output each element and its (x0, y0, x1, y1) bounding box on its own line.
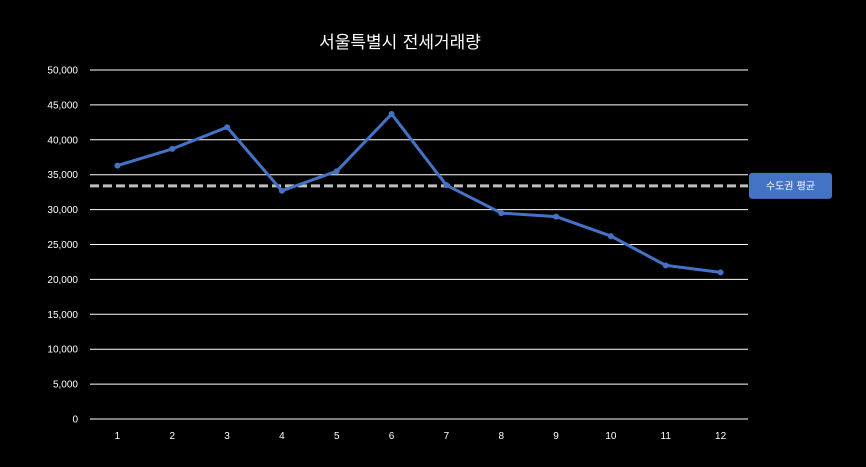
x-tick-label: 1 (115, 431, 121, 442)
data-point (498, 210, 505, 217)
x-tick-label: 5 (334, 431, 340, 442)
data-point (224, 124, 231, 131)
reference-callout-box (749, 172, 832, 199)
data-point (607, 233, 614, 240)
series-line (115, 112, 723, 274)
y-tick-label: 5,000 (53, 380, 78, 391)
x-tick-label: 2 (169, 431, 175, 442)
x-tick-label: 3 (224, 431, 230, 442)
x-tick-label: 7 (444, 431, 450, 442)
y-tick-label: 30,000 (47, 205, 78, 216)
reference-callout: 수도권 평균 (749, 172, 832, 199)
data-point (717, 269, 724, 276)
y-tick-label: 10,000 (47, 345, 78, 356)
gridlines (90, 69, 748, 420)
data-point (278, 187, 285, 194)
x-axis-ticks: 1 2 3 4 5 6 7 8 9 10 11 12 (115, 431, 727, 442)
x-tick-label: 11 (661, 431, 672, 442)
y-tick-label: 45,000 (47, 100, 78, 111)
x-tick-label: 6 (389, 431, 395, 442)
series-group (114, 110, 724, 276)
x-tick-label: 12 (715, 431, 727, 442)
y-axis-ticks: 0 5,000 10,000 15,000 20,000 25,000 30,000 35,0… (47, 66, 78, 426)
y-tick-label: 0 (72, 415, 78, 426)
data-point (388, 110, 395, 117)
reference-callout-label: 수도권 평균 (766, 180, 815, 192)
y-tick-label: 40,000 (47, 135, 78, 146)
x-tick-label: 4 (279, 431, 285, 442)
x-tick-label: 8 (498, 431, 504, 442)
y-tick-label: 15,000 (47, 310, 78, 321)
y-tick-label: 35,000 (47, 170, 78, 181)
data-point (114, 162, 121, 169)
data-point (169, 145, 176, 152)
x-tick-label: 9 (553, 431, 559, 442)
y-tick-label: 50,000 (47, 66, 78, 77)
data-point (443, 182, 450, 189)
y-tick-label: 20,000 (47, 275, 78, 286)
data-point (662, 262, 669, 269)
data-point (333, 168, 340, 175)
data-point (553, 213, 560, 220)
x-tick-label: 10 (605, 431, 617, 442)
chart-title: 서울특별시 전세거래량 (319, 33, 481, 53)
y-tick-label: 25,000 (47, 240, 78, 251)
